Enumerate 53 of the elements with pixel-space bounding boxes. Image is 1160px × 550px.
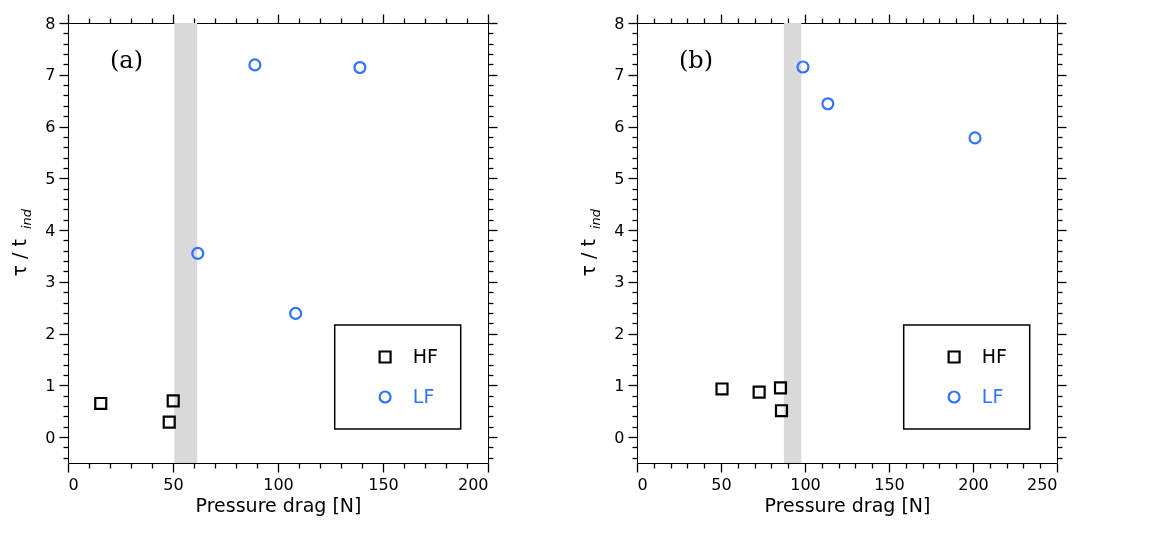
y-tick-label: 0 (45, 427, 56, 447)
point (968, 131, 982, 145)
y-tick-label: 7 (614, 65, 625, 85)
y-tick-label: 0 (614, 427, 625, 447)
x-tick-label: 100 (790, 474, 821, 494)
point (353, 60, 367, 75)
y-tick-label: 6 (614, 117, 625, 137)
x-tick-label: 100 (263, 474, 294, 494)
x-axis-title: Pressure drag [N] (195, 493, 362, 516)
y-tick-label: 8 (614, 13, 625, 33)
point (166, 394, 180, 408)
y-tick-label: 1 (614, 375, 625, 395)
x-tick-label: 150 (874, 474, 905, 494)
point (821, 97, 835, 111)
x-tick-label: 50 (711, 474, 732, 494)
y-axis-title: τ / tind (577, 208, 603, 277)
x-tick-label: 50 (163, 474, 184, 494)
x-axis-title: Pressure drag [N] (764, 493, 931, 516)
x-tick-label: 0 (637, 474, 648, 494)
point (162, 415, 176, 429)
y-tick-label: 2 (45, 324, 56, 344)
point (773, 381, 788, 395)
x-tick-label: 150 (368, 474, 399, 494)
legend-label: LF (412, 385, 435, 407)
annotation: (a) (110, 46, 144, 74)
y-tick-label: 4 (45, 220, 56, 240)
y-tick-label: 3 (45, 272, 56, 292)
legend-label: HF (412, 345, 439, 367)
y-tick-label: 3 (614, 272, 625, 292)
x-tick-label: 200 (958, 474, 989, 494)
y-tick-label: 2 (614, 324, 625, 344)
point (289, 306, 303, 320)
x-tick-label: 200 (457, 474, 489, 494)
y-tick-label: 7 (45, 65, 56, 85)
y-tick-label: 1 (45, 375, 56, 395)
point (774, 404, 789, 418)
x-tick-label: 250 (1026, 474, 1058, 494)
point (248, 58, 262, 72)
point (715, 382, 729, 396)
annotation: (b) (679, 46, 714, 74)
y-tick-label: 8 (45, 13, 56, 33)
y-tick-label: 4 (614, 220, 625, 240)
point (191, 246, 205, 260)
y-tick-label: 6 (45, 117, 56, 137)
y-tick-label: 5 (45, 168, 56, 188)
point (94, 396, 108, 411)
y-tick-label: 5 (614, 168, 625, 188)
x-tick-label: 0 (68, 474, 79, 494)
legend-label: LF (981, 385, 1004, 407)
y-axis-title: τ / tind (8, 208, 34, 277)
point (752, 385, 766, 399)
legend-label: HF (981, 345, 1008, 367)
point (796, 60, 810, 74)
